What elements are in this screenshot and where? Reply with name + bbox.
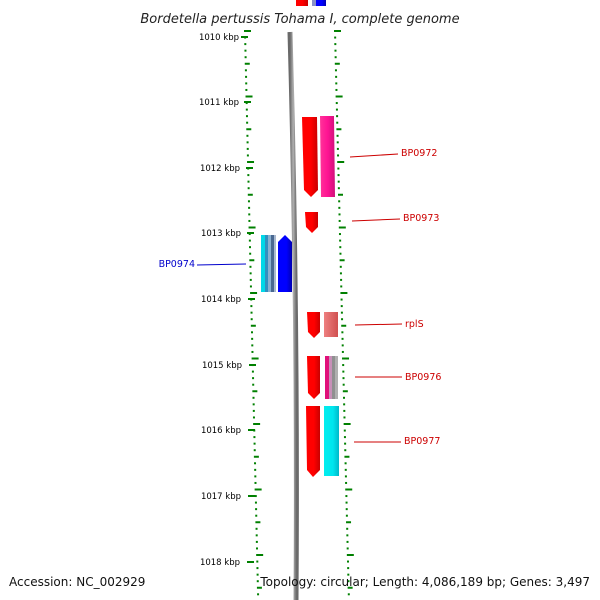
gene-label-BP0973: BP0973 [403, 213, 439, 224]
gene-label-BP0972: BP0972 [401, 148, 437, 159]
scale-label-1010: 1010 kbp [199, 33, 239, 43]
gene-label-BP0976: BP0976 [405, 372, 441, 383]
gene-BP0977[interactable]: BP0977 [306, 406, 440, 477]
feature-block [324, 312, 338, 337]
scale-mark-1017: 1017 kbp [201, 492, 255, 502]
genome-summary-text: Topology: circular; Length: 4,086,189 bp… [260, 575, 590, 589]
scale-mark-1011: 1011 kbp [199, 98, 251, 108]
gene-BP0973[interactable]: BP0973 [305, 212, 439, 233]
scale-label-1017: 1017 kbp [201, 492, 241, 502]
cds-arrow [305, 212, 318, 233]
map-title: Bordetella pertussis Tohama I, complete … [140, 12, 459, 27]
gene-BP0972[interactable]: BP0972 [302, 116, 437, 197]
feature-top-partial [296, 0, 326, 6]
gene-rplS[interactable]: rplS [307, 312, 424, 338]
feature-block [320, 116, 335, 197]
gene-BP0974[interactable]: BP0974 [159, 235, 292, 292]
scale-label-1018: 1018 kbp [200, 558, 240, 568]
cds-arrow [302, 117, 318, 197]
cds-arrow [278, 235, 292, 292]
gene-label-rplS: rplS [405, 319, 424, 330]
scale-mark-1010: 1010 kbp [199, 33, 248, 43]
feature-block-striped [325, 356, 338, 399]
scale-label-1015: 1015 kbp [202, 361, 242, 371]
cds-arrow [307, 356, 320, 399]
scale-mark-1012: 1012 kbp [200, 164, 253, 174]
scale-label-1011: 1011 kbp [199, 98, 239, 108]
scale-labels: 1010 kbp 1011 kbp 1012 kbp 1013 kbp 1014… [199, 33, 256, 568]
scale-label-1012: 1012 kbp [200, 164, 240, 174]
scale-mark-1016: 1016 kbp [201, 426, 255, 436]
feature-block-striped [261, 235, 276, 292]
scale-mark-1015: 1015 kbp [202, 361, 256, 371]
genome-backbone [287, 31, 299, 600]
scale-mark-1014: 1014 kbp [201, 295, 255, 305]
scale-mark-1013: 1013 kbp [201, 229, 254, 239]
scale-label-1013: 1013 kbp [201, 229, 241, 239]
scale-mark-1018: 1018 kbp [200, 558, 254, 568]
gene-label-BP0974: BP0974 [159, 259, 195, 270]
tick-track-right [334, 30, 354, 596]
tick-track-left [244, 30, 264, 596]
feature-block [324, 406, 339, 476]
accession-text: Accession: NC_002929 [9, 575, 146, 589]
scale-label-1014: 1014 kbp [201, 295, 241, 305]
gene-BP0976[interactable]: BP0976 [307, 356, 441, 399]
gene-label-BP0977: BP0977 [404, 436, 440, 447]
scale-label-1016: 1016 kbp [201, 426, 241, 436]
cds-arrow [306, 406, 320, 477]
cds-arrow [307, 312, 320, 338]
